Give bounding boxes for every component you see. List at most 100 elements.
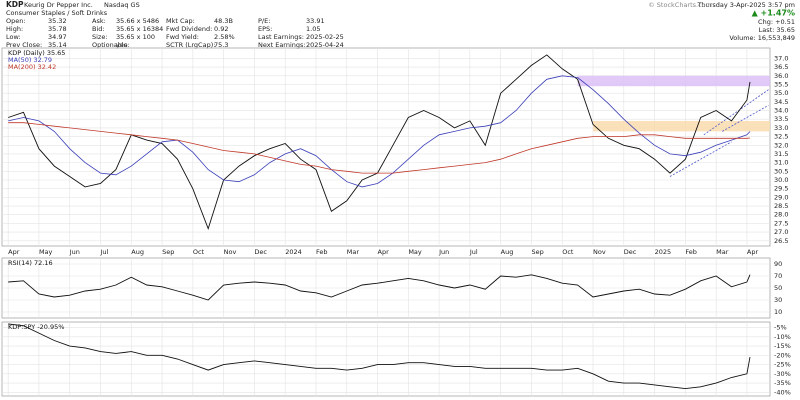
x-tick-label: Apr xyxy=(8,248,20,256)
field-value: 35.66 x 5486 xyxy=(116,17,159,25)
y-tick-label: -30% xyxy=(774,370,791,378)
x-tick-label: Jul xyxy=(469,248,478,256)
y-tick-label: 35.0 xyxy=(774,89,788,97)
panel xyxy=(1,321,771,397)
x-tick-label: Apr xyxy=(747,248,759,256)
field-label: SCTR (LrgCap): xyxy=(166,41,215,49)
field-value: 35.32 xyxy=(48,17,67,25)
x-tick-label: Oct xyxy=(193,248,205,256)
watermark: © StockCharts.com xyxy=(648,1,712,9)
field-value: 1.05 xyxy=(306,25,320,33)
symbol: KDP xyxy=(6,0,24,9)
trendline xyxy=(669,141,732,177)
x-tick-label: Jun xyxy=(438,248,449,256)
y-tick-label: 30.0 xyxy=(774,176,788,184)
y-tick-label: 31.5 xyxy=(774,150,788,158)
y-tick-label: 34.0 xyxy=(774,107,788,115)
legend-entry: KDP (Daily) 35.65 xyxy=(8,49,65,57)
field-label: EPS: xyxy=(258,25,272,33)
field-label: High: xyxy=(6,25,23,33)
legend-entry: KDP:SPY -20.95% xyxy=(8,323,64,331)
exchange: Nasdaq GS xyxy=(104,1,140,9)
y-tick-label: 32.0 xyxy=(774,141,788,149)
field-label: Prev Close: xyxy=(6,41,42,49)
change: Chg: +0.51 xyxy=(758,18,795,26)
field-value: 75.3 xyxy=(214,41,228,49)
y-tick-label: 50 xyxy=(774,284,782,292)
x-tick-label: Nov xyxy=(224,248,237,256)
y-tick-label: 34.5 xyxy=(774,98,788,106)
x-tick-label: Feb xyxy=(685,248,697,256)
field-value: 0.92 xyxy=(214,25,228,33)
series-line xyxy=(8,75,751,188)
field-value: 35.65 x 16384 xyxy=(116,25,163,33)
field-label: Last Earnings: xyxy=(258,33,304,41)
x-tick-label: Sep xyxy=(531,248,543,256)
field-label: P/E: xyxy=(258,17,270,25)
y-tick-label: -40% xyxy=(774,388,791,396)
y-tick-label: 29.0 xyxy=(774,193,788,201)
series-line xyxy=(8,323,751,390)
legend-entry: RSI(14) 72.16 xyxy=(8,259,53,267)
field-value: 48.3B xyxy=(214,17,233,25)
y-tick-label: 36.0 xyxy=(774,72,788,80)
y-tick-label: -10% xyxy=(774,333,791,341)
x-tick-label: Jul xyxy=(100,248,109,256)
price-zone xyxy=(593,120,770,132)
trendline xyxy=(703,89,769,136)
y-tick-label: 28.5 xyxy=(774,202,788,210)
y-tick-label: -25% xyxy=(774,361,791,369)
x-tick-label: Feb xyxy=(316,248,328,256)
series-line xyxy=(8,274,751,301)
x-tick-label: 2025 xyxy=(655,248,672,256)
x-tick-label: Aug xyxy=(131,248,144,256)
field-value: 2025-04-24 xyxy=(306,41,344,49)
field-value: 33.91 xyxy=(306,17,325,25)
y-tick-label: 32.5 xyxy=(774,133,788,141)
x-tick-label: Oct xyxy=(562,248,574,256)
x-tick-label: Apr xyxy=(378,248,390,256)
y-tick-label: 28.0 xyxy=(774,211,788,219)
y-tick-label: 31.0 xyxy=(774,159,788,167)
field-label: Bid: xyxy=(92,25,105,33)
legend-entry: MA(50) 32.79 xyxy=(8,56,52,64)
y-tick-label: 10 xyxy=(774,308,782,316)
field-value: 35.78 xyxy=(48,25,67,33)
company-name: Keurig Dr Pepper Inc. xyxy=(24,1,93,9)
y-tick-label: -15% xyxy=(774,342,791,350)
field-value: 2025-02-25 xyxy=(306,33,344,41)
field-label: Optionable: xyxy=(92,41,130,49)
field-label: Low: xyxy=(6,33,21,41)
field-label: Next Earnings: xyxy=(258,41,306,49)
field-value: 35.14 xyxy=(48,41,67,49)
date: Thursday 3-Apr-2025 3:57 pm xyxy=(696,1,795,9)
field-label: Fwd Yield: xyxy=(166,33,199,41)
x-tick-label: Mar xyxy=(347,248,360,256)
x-tick-label: May xyxy=(408,248,422,256)
series-line xyxy=(8,122,751,174)
y-tick-label: 33.0 xyxy=(774,124,788,132)
x-tick-label: 2024 xyxy=(285,248,302,256)
field-label: Fwd Dividend: xyxy=(166,25,212,33)
x-tick-label: Jun xyxy=(69,248,80,256)
x-tick-label: Nov xyxy=(593,248,606,256)
x-tick-label: Aug xyxy=(501,248,514,256)
trendline xyxy=(722,104,769,132)
y-tick-label: 70 xyxy=(774,272,782,280)
field-value: yes xyxy=(116,41,128,49)
field-label: Mkt Cap: xyxy=(166,17,195,25)
x-tick-label: Mar xyxy=(716,248,729,256)
field-label: Open: xyxy=(6,17,26,25)
y-tick-label: 35.5 xyxy=(774,80,788,88)
change-pct: ▲ +1.47% xyxy=(752,9,795,18)
x-tick-label: Sep xyxy=(162,248,174,256)
field-value: 35.65 x 100 xyxy=(116,33,155,41)
sector: Consumer Staples / Soft Drinks xyxy=(6,9,108,17)
y-tick-label: 90 xyxy=(774,260,782,268)
y-tick-label: 29.5 xyxy=(774,185,788,193)
panel xyxy=(1,47,771,247)
y-tick-label: -20% xyxy=(774,351,791,359)
y-tick-label: 27.0 xyxy=(774,228,788,236)
